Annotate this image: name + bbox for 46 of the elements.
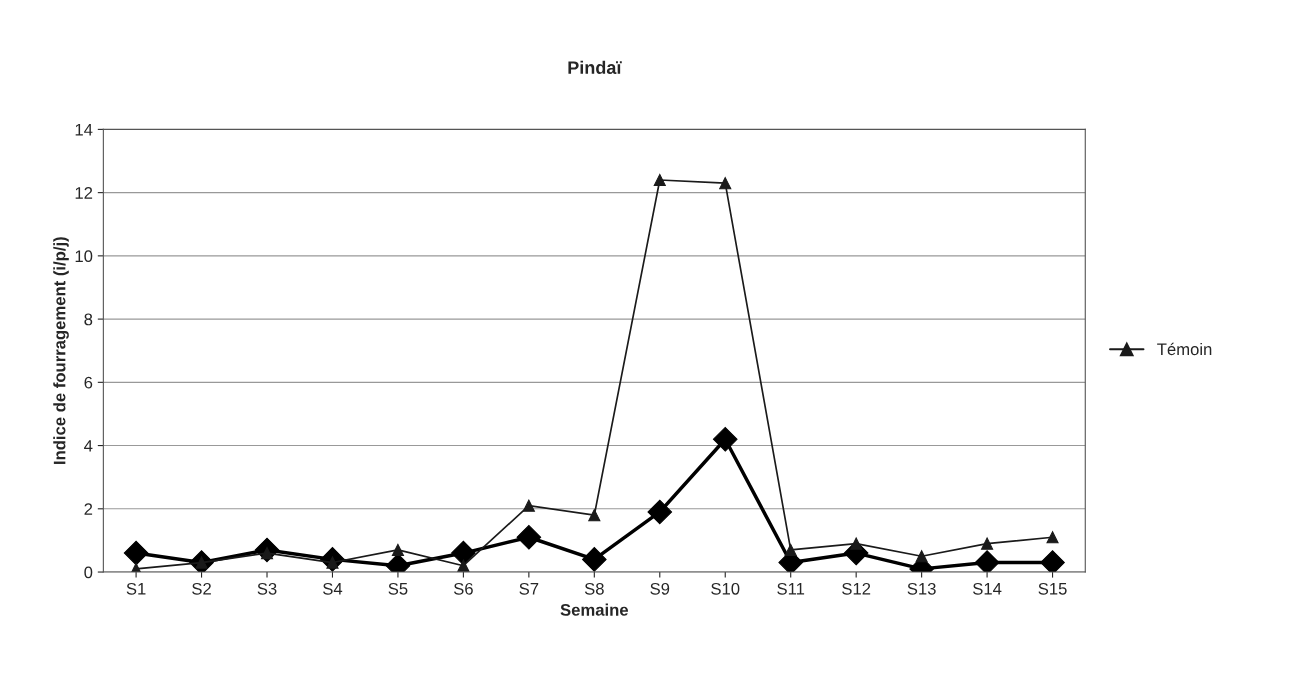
point bbox=[123, 540, 149, 566]
x-tick-label: S14 bbox=[973, 582, 1002, 595]
point bbox=[391, 543, 405, 556]
x-tick-label: S3 bbox=[257, 582, 277, 595]
x-tick-label: S7 bbox=[519, 582, 539, 595]
x-tick-label: S6 bbox=[453, 582, 473, 595]
y-tick-label: 14 bbox=[75, 123, 93, 136]
y-tick-label: 10 bbox=[75, 250, 93, 263]
x-tick-label: S1 bbox=[126, 582, 146, 595]
chart-title: Pindaï bbox=[568, 60, 622, 75]
point bbox=[719, 177, 732, 190]
point bbox=[653, 173, 666, 187]
point bbox=[850, 537, 863, 550]
point bbox=[974, 550, 1000, 573]
x-tick-label: S4 bbox=[323, 582, 343, 595]
y-tick-label: 0 bbox=[84, 566, 93, 579]
x-tick-label: S12 bbox=[842, 582, 871, 595]
y-tick-label: 4 bbox=[84, 440, 93, 452]
point bbox=[915, 550, 928, 563]
x-tick-label: S9 bbox=[650, 582, 670, 595]
x-tick-label: S8 bbox=[584, 582, 604, 595]
point bbox=[588, 509, 601, 522]
y-tick-label: 8 bbox=[84, 313, 93, 326]
point bbox=[712, 426, 738, 452]
y-tick-label: 2 bbox=[84, 503, 93, 515]
y-tick-label: 6 bbox=[84, 376, 93, 389]
point bbox=[457, 559, 470, 572]
point bbox=[522, 499, 535, 512]
legend-label: Témoin bbox=[1157, 342, 1212, 356]
point bbox=[582, 547, 607, 572]
point bbox=[981, 537, 994, 550]
x-tick-label: S15 bbox=[1038, 582, 1067, 595]
x-tick-label: S13 bbox=[907, 582, 936, 595]
x-tick-label: S11 bbox=[777, 582, 805, 595]
y-tick-label: 12 bbox=[75, 187, 93, 199]
point bbox=[647, 499, 673, 525]
y-axis-title: Indice de fourragement (i/p/j) bbox=[53, 237, 69, 464]
x-axis-title: Semaine bbox=[560, 603, 629, 616]
x-tick-label: S5 bbox=[388, 582, 408, 595]
point bbox=[516, 524, 542, 550]
point bbox=[1040, 550, 1065, 573]
point bbox=[784, 543, 797, 556]
point bbox=[451, 540, 476, 566]
x-tick-label: S2 bbox=[192, 582, 211, 595]
x-tick-label: S10 bbox=[711, 582, 740, 595]
point bbox=[1046, 531, 1059, 544]
